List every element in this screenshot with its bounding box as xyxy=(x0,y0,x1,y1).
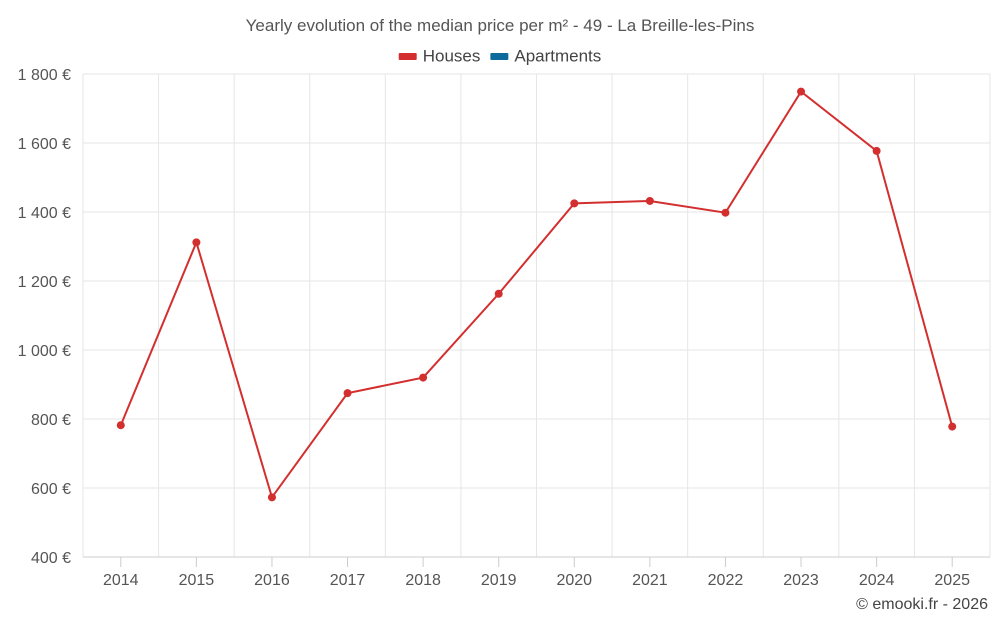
x-tick-label: 2020 xyxy=(556,572,592,589)
data-point[interactable] xyxy=(721,208,730,217)
y-tick-label: 800 € xyxy=(31,412,71,429)
x-tick-label: 2024 xyxy=(859,572,895,589)
x-tick-label: 2023 xyxy=(783,572,819,589)
data-point[interactable] xyxy=(948,422,957,431)
x-tick-label: 2016 xyxy=(254,572,290,589)
x-tick-label: 2021 xyxy=(632,572,668,589)
legend-label: Houses xyxy=(423,46,481,65)
y-tick-label: 1 600 € xyxy=(18,136,71,153)
y-tick-label: 1 400 € xyxy=(18,205,71,222)
data-point[interactable] xyxy=(570,199,579,208)
y-tick-label: 1 000 € xyxy=(18,343,71,360)
data-point[interactable] xyxy=(645,196,654,205)
legend-label: Apartments xyxy=(514,46,601,65)
chart-title: Yearly evolution of the median price per… xyxy=(246,16,755,35)
data-point[interactable] xyxy=(872,146,881,155)
axes: 400 € 600 € 800 € 1 000 € 1 200 € 1 400 € 1 60… xyxy=(18,67,990,589)
x-tick-label: 2022 xyxy=(708,572,744,589)
x-tick-label: 2025 xyxy=(934,572,970,589)
data-point[interactable] xyxy=(267,493,276,502)
data-point[interactable] xyxy=(116,421,125,430)
x-tick-label: 2018 xyxy=(405,572,441,589)
grid xyxy=(82,73,991,558)
x-tick-label: 2017 xyxy=(330,572,366,589)
series xyxy=(116,87,957,502)
x-tick-label: 2019 xyxy=(481,572,517,589)
data-point[interactable] xyxy=(192,238,201,247)
y-tick-label: 400 € xyxy=(31,550,71,567)
data-point[interactable] xyxy=(797,87,806,96)
legend-item-apartments[interactable]: Apartments xyxy=(490,46,601,65)
y-tick-label: 600 € xyxy=(31,481,71,498)
legend-item-houses[interactable]: Houses xyxy=(398,46,481,65)
credit-text: © emooki.fr - 2026 xyxy=(856,596,988,613)
data-point[interactable] xyxy=(494,289,503,298)
x-tick-label: 2015 xyxy=(179,572,215,589)
legend-swatch xyxy=(398,53,417,60)
data-point[interactable] xyxy=(343,389,352,398)
x-tick-label: 2014 xyxy=(103,572,139,589)
y-tick-label: 1 200 € xyxy=(18,274,71,291)
y-tick-label: 1 800 € xyxy=(18,67,71,84)
data-point[interactable] xyxy=(419,373,428,382)
legend-swatch xyxy=(490,53,509,60)
series-line-houses xyxy=(119,90,954,500)
legend: Houses Apartments xyxy=(398,46,601,65)
